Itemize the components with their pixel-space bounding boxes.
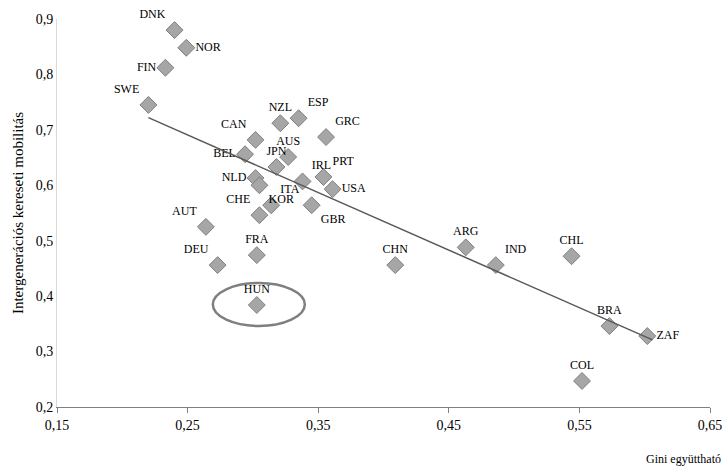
svg-text:CHL: CHL — [560, 233, 584, 247]
svg-text:0,8: 0,8 — [36, 67, 54, 82]
svg-text:HUN: HUN — [244, 282, 270, 296]
svg-text:DNK: DNK — [139, 7, 165, 21]
svg-text:CHN: CHN — [383, 242, 409, 256]
svg-text:CHE: CHE — [226, 192, 250, 206]
svg-text:ESP: ESP — [308, 95, 329, 109]
svg-text:FRA: FRA — [245, 232, 269, 246]
svg-text:ARG: ARG — [453, 224, 479, 238]
svg-text:0,15: 0,15 — [45, 418, 70, 433]
svg-text:Gini együttható: Gini együttható — [646, 452, 721, 466]
svg-text:SWE: SWE — [114, 82, 139, 96]
svg-text:0,45: 0,45 — [437, 418, 462, 433]
svg-text:PRT: PRT — [333, 154, 355, 168]
svg-text:GBR: GBR — [321, 212, 346, 226]
svg-text:NLD: NLD — [222, 170, 247, 184]
svg-text:NZL: NZL — [269, 100, 292, 114]
svg-text:JPN: JPN — [266, 144, 286, 158]
svg-text:USA: USA — [342, 181, 366, 195]
svg-text:GRC: GRC — [335, 114, 360, 128]
svg-text:0,25: 0,25 — [175, 418, 200, 433]
svg-text:0,6: 0,6 — [36, 178, 54, 193]
svg-text:IND: IND — [505, 242, 527, 256]
svg-text:KOR: KOR — [269, 192, 294, 206]
svg-text:CAN: CAN — [221, 117, 247, 131]
svg-text:0,55: 0,55 — [567, 418, 592, 433]
svg-text:IRL: IRL — [312, 158, 331, 172]
svg-text:FIN: FIN — [137, 60, 157, 74]
svg-text:0,9: 0,9 — [36, 12, 54, 27]
svg-text:AUS: AUS — [276, 134, 300, 148]
svg-text:AUT: AUT — [172, 204, 197, 218]
svg-text:0,5: 0,5 — [36, 234, 54, 249]
svg-text:COL: COL — [570, 358, 594, 372]
svg-text:0,2: 0,2 — [36, 400, 54, 415]
svg-text:0,65: 0,65 — [698, 418, 723, 433]
svg-text:0,3: 0,3 — [36, 344, 54, 359]
svg-text:ZAF: ZAF — [656, 328, 679, 342]
svg-text:DEU: DEU — [184, 242, 209, 256]
svg-text:0,35: 0,35 — [306, 418, 331, 433]
svg-text:NOR: NOR — [195, 40, 220, 54]
svg-text:0,4: 0,4 — [36, 289, 54, 304]
svg-text:0,7: 0,7 — [36, 123, 54, 138]
svg-text:BRA: BRA — [597, 303, 622, 317]
svg-text:Intergenerációs kereseti mobil: Intergenerációs kereseti mobilitás — [10, 112, 26, 314]
svg-text:BEL: BEL — [213, 146, 236, 160]
svg-text:ITA: ITA — [280, 182, 299, 196]
